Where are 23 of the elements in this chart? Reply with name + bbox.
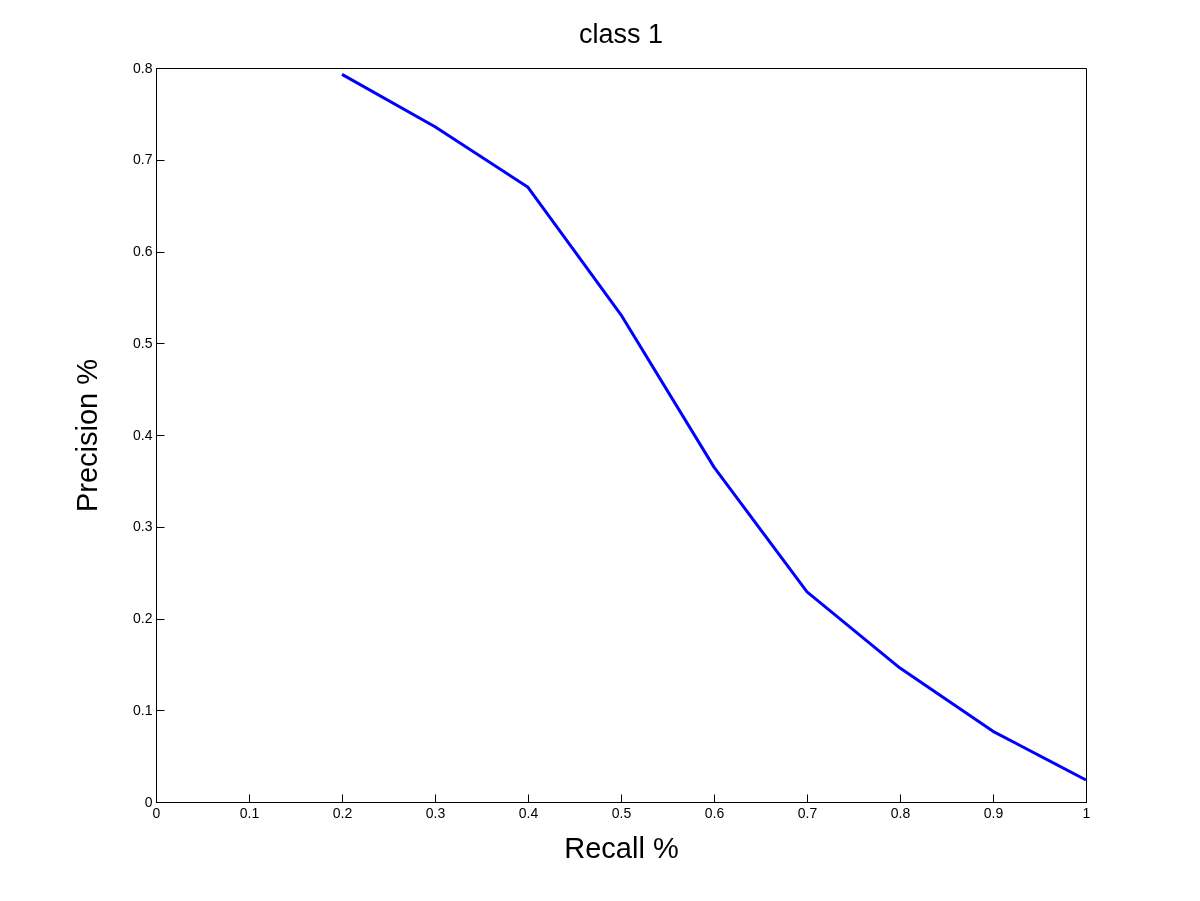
x-tick-label: 0.9	[983, 804, 1004, 821]
x-tick-label: 0.7	[797, 804, 818, 821]
y-tick-label: 0.6	[133, 243, 153, 259]
x-tick-label: 0.5	[611, 804, 632, 821]
x-tick-label: 0.6	[704, 804, 725, 821]
y-tick-label: 0.4	[133, 426, 153, 443]
y-tick-label: 0.3	[133, 518, 153, 535]
chart-title: class 1	[578, 19, 664, 49]
line-series	[340, 72, 1088, 782]
y-axis-title: Precision %	[71, 358, 104, 513]
y-tick-label: 0.7	[133, 151, 153, 168]
y-tick-label: 0.2	[133, 610, 153, 626]
x-tick-label: 0.3	[425, 804, 446, 821]
y-tick-label: 0.5	[133, 334, 153, 351]
x-tick-label: 0.2	[332, 804, 353, 821]
y-tick-label: 0.8	[133, 59, 153, 76]
x-tick-label: 1	[1082, 804, 1091, 821]
x-axis-title: Recall %	[564, 831, 679, 864]
x-tick-label: 0.1	[239, 804, 260, 821]
y-tick-label: 0.1	[133, 701, 153, 718]
x-tick-label: 0.4	[518, 804, 539, 821]
y-tick-label: 0	[144, 793, 153, 810]
x-tick-label: 0.8	[890, 804, 911, 821]
